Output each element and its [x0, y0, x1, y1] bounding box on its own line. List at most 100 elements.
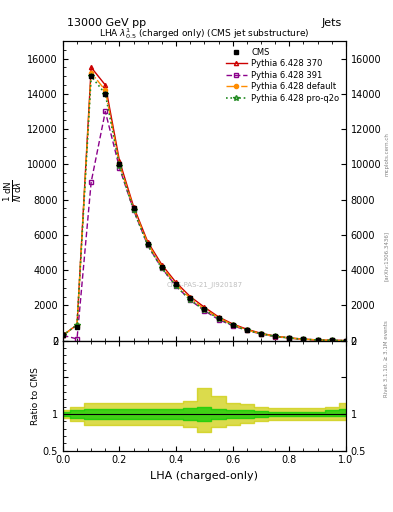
Pythia 6.428 391 [259, 331, 263, 337]
CMS [287, 335, 292, 341]
CMS [259, 331, 263, 337]
CMS [202, 306, 207, 312]
Pythia 6.428 default [230, 322, 235, 328]
CMS [273, 333, 277, 339]
Pythia 6.428 391 [202, 308, 207, 314]
CMS [61, 332, 65, 338]
Text: Rivet 3.1.10, ≥ 3.1M events: Rivet 3.1.10, ≥ 3.1M events [384, 320, 389, 397]
Pythia 6.428 pro-q2o [89, 73, 94, 79]
CMS [89, 73, 94, 79]
Pythia 6.428 default [301, 336, 306, 343]
Pythia 6.428 default [61, 332, 65, 338]
Pythia 6.428 391 [244, 327, 249, 333]
Pythia 6.428 391 [103, 109, 108, 115]
Y-axis label: Ratio to CMS: Ratio to CMS [31, 367, 40, 424]
Pythia 6.428 default [343, 337, 348, 344]
Line: Pythia 6.428 391: Pythia 6.428 391 [61, 110, 348, 343]
CMS [329, 337, 334, 344]
Pythia 6.428 pro-q2o [259, 331, 263, 337]
Pythia 6.428 370 [131, 204, 136, 210]
X-axis label: LHA (charged-only): LHA (charged-only) [151, 471, 258, 481]
Pythia 6.428 default [145, 241, 150, 247]
CMS [216, 315, 221, 321]
Pythia 6.428 pro-q2o [329, 337, 334, 344]
Pythia 6.428 pro-q2o [273, 333, 277, 339]
CMS [188, 295, 193, 302]
Pythia 6.428 370 [329, 337, 334, 344]
CMS [117, 161, 122, 167]
Pythia 6.428 default [89, 70, 94, 76]
Pythia 6.428 default [202, 306, 207, 312]
Y-axis label: $\frac{1}{N}\frac{\mathrm{dN}}{\mathrm{d}\lambda}$: $\frac{1}{N}\frac{\mathrm{dN}}{\mathrm{d… [3, 180, 24, 202]
Pythia 6.428 370 [301, 336, 306, 342]
Pythia 6.428 370 [103, 82, 108, 88]
Pythia 6.428 391 [188, 297, 193, 303]
Pythia 6.428 391 [287, 335, 292, 342]
Line: Pythia 6.428 default: Pythia 6.428 default [61, 71, 348, 343]
Pythia 6.428 391 [329, 337, 334, 344]
CMS [315, 337, 320, 343]
Pythia 6.428 391 [131, 207, 136, 214]
Pythia 6.428 pro-q2o [103, 91, 108, 97]
Pythia 6.428 pro-q2o [343, 337, 348, 344]
CMS [343, 337, 348, 344]
Pythia 6.428 pro-q2o [301, 336, 306, 343]
Pythia 6.428 391 [117, 165, 122, 171]
Pythia 6.428 370 [89, 65, 94, 71]
Line: Pythia 6.428 370: Pythia 6.428 370 [61, 66, 348, 343]
Text: mcplots.cern.ch: mcplots.cern.ch [384, 132, 389, 176]
Pythia 6.428 391 [145, 242, 150, 248]
Pythia 6.428 391 [216, 316, 221, 323]
Pythia 6.428 370 [287, 335, 292, 341]
Pythia 6.428 default [287, 335, 292, 341]
Pythia 6.428 default [329, 337, 334, 344]
Pythia 6.428 370 [343, 337, 348, 344]
Pythia 6.428 391 [174, 283, 178, 289]
Pythia 6.428 pro-q2o [315, 337, 320, 343]
Legend: CMS, Pythia 6.428 370, Pythia 6.428 391, Pythia 6.428 default, Pythia 6.428 pro-: CMS, Pythia 6.428 370, Pythia 6.428 391,… [224, 45, 342, 105]
Pythia 6.428 370 [145, 239, 150, 245]
Pythia 6.428 391 [89, 179, 94, 185]
CMS [301, 336, 306, 343]
Pythia 6.428 default [103, 87, 108, 93]
Pythia 6.428 pro-q2o [188, 297, 193, 303]
Pythia 6.428 default [273, 333, 277, 339]
Line: CMS: CMS [61, 74, 348, 343]
Pythia 6.428 370 [75, 322, 79, 328]
Pythia 6.428 391 [273, 333, 277, 339]
Pythia 6.428 default [131, 205, 136, 211]
Pythia 6.428 391 [160, 265, 164, 271]
CMS [230, 322, 235, 328]
Pythia 6.428 391 [301, 336, 306, 343]
Pythia 6.428 pro-q2o [287, 335, 292, 341]
Pythia 6.428 370 [259, 330, 263, 336]
Pythia 6.428 pro-q2o [75, 322, 79, 328]
Text: [arXiv:1306.3436]: [arXiv:1306.3436] [384, 231, 389, 281]
Text: 13000 GeV pp: 13000 GeV pp [67, 18, 146, 28]
Pythia 6.428 pro-q2o [131, 207, 136, 214]
Pythia 6.428 default [259, 331, 263, 337]
Pythia 6.428 391 [230, 323, 235, 329]
Pythia 6.428 370 [117, 158, 122, 164]
Pythia 6.428 default [117, 161, 122, 167]
CMS [75, 324, 79, 330]
Pythia 6.428 370 [230, 321, 235, 327]
Pythia 6.428 391 [315, 337, 320, 343]
Pythia 6.428 default [160, 264, 164, 270]
Line: Pythia 6.428 pro-q2o: Pythia 6.428 pro-q2o [60, 73, 349, 344]
Pythia 6.428 pro-q2o [145, 242, 150, 248]
Pythia 6.428 pro-q2o [117, 163, 122, 169]
Pythia 6.428 370 [202, 304, 207, 310]
Pythia 6.428 370 [61, 332, 65, 338]
Pythia 6.428 370 [188, 293, 193, 300]
Pythia 6.428 default [244, 327, 249, 333]
Pythia 6.428 pro-q2o [244, 327, 249, 333]
Pythia 6.428 370 [160, 262, 164, 268]
Pythia 6.428 391 [343, 337, 348, 344]
Title: LHA $\lambda^{1}_{0.5}$ (charged only) (CMS jet substructure): LHA $\lambda^{1}_{0.5}$ (charged only) (… [99, 26, 310, 41]
Pythia 6.428 pro-q2o [202, 307, 207, 313]
Pythia 6.428 391 [75, 336, 79, 342]
Pythia 6.428 370 [273, 333, 277, 339]
Pythia 6.428 pro-q2o [160, 265, 164, 271]
Pythia 6.428 default [75, 322, 79, 328]
